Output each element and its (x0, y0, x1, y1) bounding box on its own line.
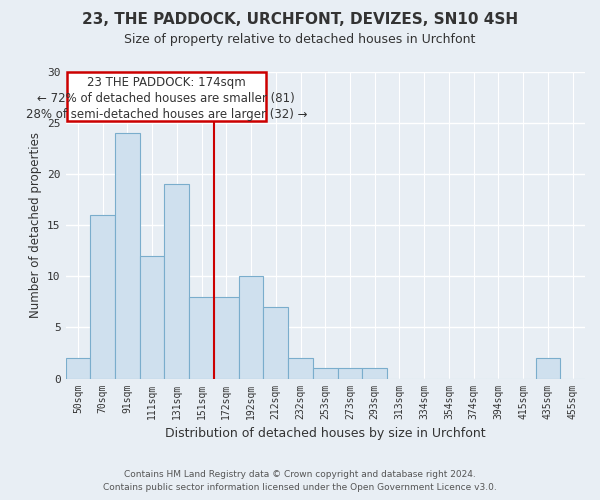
Bar (115, 133, 140, 378)
Bar (65, 358, 90, 378)
Bar (189, 296, 214, 378)
Bar (239, 276, 263, 378)
FancyBboxPatch shape (67, 72, 266, 120)
Text: Size of property relative to detached houses in Urchfont: Size of property relative to detached ho… (124, 32, 476, 46)
Bar (536, 358, 560, 378)
Text: Contains HM Land Registry data © Crown copyright and database right 2024.
Contai: Contains HM Land Registry data © Crown c… (103, 470, 497, 492)
Bar (313, 368, 338, 378)
X-axis label: Distribution of detached houses by size in Urchfont: Distribution of detached houses by size … (165, 427, 485, 440)
Bar (214, 296, 239, 378)
Bar (90, 215, 115, 378)
Bar (164, 184, 189, 378)
Bar (362, 368, 387, 378)
Text: ← 72% of detached houses are smaller (81): ← 72% of detached houses are smaller (81… (37, 92, 295, 105)
Bar (263, 307, 288, 378)
Text: 28% of semi-detached houses are larger (32) →: 28% of semi-detached houses are larger (… (26, 108, 307, 122)
Y-axis label: Number of detached properties: Number of detached properties (29, 132, 41, 318)
Text: 23 THE PADDOCK: 174sqm: 23 THE PADDOCK: 174sqm (87, 76, 245, 88)
Bar (140, 256, 164, 378)
Bar (288, 358, 313, 378)
Bar (338, 368, 362, 378)
Text: 23, THE PADDOCK, URCHFONT, DEVIZES, SN10 4SH: 23, THE PADDOCK, URCHFONT, DEVIZES, SN10… (82, 12, 518, 28)
